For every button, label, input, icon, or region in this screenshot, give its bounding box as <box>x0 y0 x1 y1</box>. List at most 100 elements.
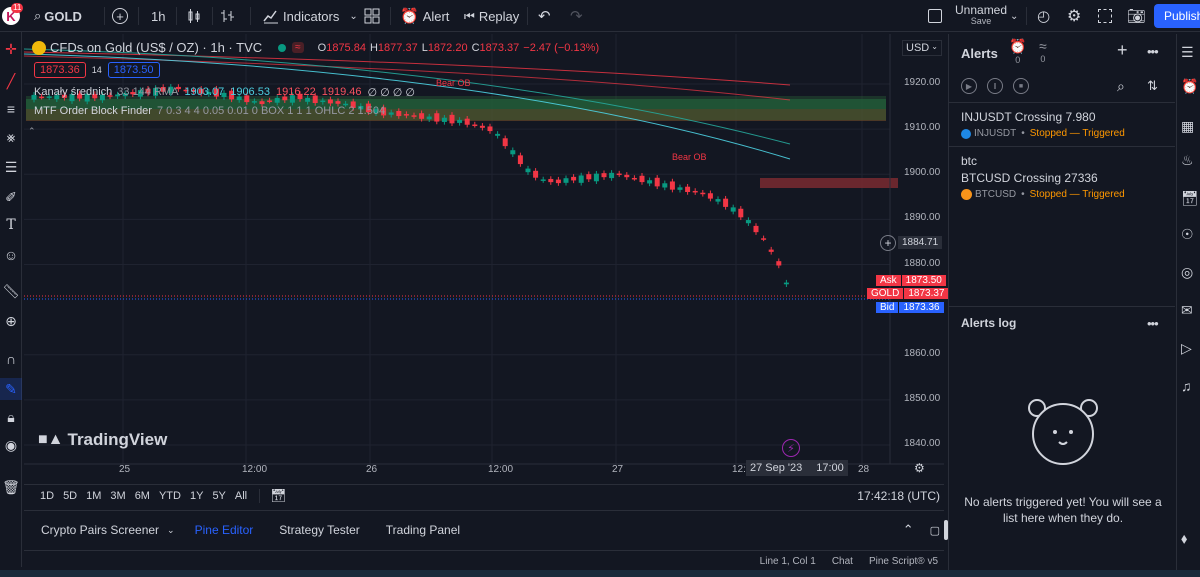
chat-button[interactable]: Chat <box>831 555 853 567</box>
pattern-tool[interactable]: ⨳ <box>0 126 22 148</box>
layout-name-button[interactable]: Unnamed Save <box>955 0 1007 32</box>
alert-item-title: INJUSDT Crossing 7.980 <box>961 110 1096 124</box>
pause-icon[interactable]: ‖ <box>987 78 1003 94</box>
maximize-panel-icon[interactable]: ▢ <box>929 524 940 537</box>
candle-body <box>457 119 463 123</box>
indicator-legend-1[interactable]: Kanały średnich 33 144 RMA 1903.07 1906.… <box>34 86 415 99</box>
add-price-level-button[interactable]: + <box>880 235 896 251</box>
replay-button[interactable]: ⏮ Replay <box>464 0 519 32</box>
price-chart[interactable] <box>24 34 944 506</box>
timeframe-1m[interactable]: 1M <box>86 489 102 502</box>
data-window-button[interactable]: ▦ <box>1181 118 1194 135</box>
text-tool[interactable]: T <box>0 214 22 236</box>
currency-selector[interactable]: USD ⌄ <box>902 40 942 56</box>
lock-tool[interactable]: 🔒︎ <box>0 406 22 428</box>
cursor-tool[interactable]: ✛ <box>0 38 22 60</box>
indicator-legend-2[interactable]: MTF Order Block Finder 7 0.3 4 4 0.05 0.… <box>34 105 385 117</box>
ideas-button[interactable]: ☉ <box>1181 226 1194 243</box>
alert-item-btc[interactable]: btc BTCUSD Crossing 27336 BTCUSD • Stopp… <box>961 154 1125 200</box>
chart-title[interactable]: CFDs on Gold (US$ / OZ) · 1h · TVC <box>50 40 263 55</box>
layers-icon: ⬧ <box>1181 530 1188 546</box>
streams-button[interactable]: ◎ <box>1181 264 1193 281</box>
settings-button[interactable]: ⚙ <box>1067 0 1081 32</box>
trendline-tool[interactable]: ╱ <box>0 70 22 92</box>
pine-button[interactable]: ▷ <box>1181 340 1192 357</box>
sell-button[interactable]: 1873.36 <box>34 62 86 78</box>
indicators-button[interactable]: Indicators ⌄ <box>263 0 358 32</box>
timeframe-3m[interactable]: 3M <box>110 489 126 502</box>
events-marker[interactable]: ⚡︎ <box>782 439 800 457</box>
bid-price: 1873.36 <box>899 302 944 313</box>
timeframe-6m[interactable]: 6M <box>134 489 150 502</box>
fib-tool[interactable]: ≡ <box>0 98 22 120</box>
alerts-triggered-counter[interactable]: ≈ 0 <box>1039 38 1047 64</box>
clock-display[interactable]: 17:42:18 (UTC) <box>857 488 940 503</box>
tab-trading-panel[interactable]: Trading Panel <box>385 523 461 537</box>
crosshair-time: 17:00 <box>816 462 844 474</box>
compare-button[interactable]: + <box>112 0 128 32</box>
tab-strategy-tester[interactable]: Strategy Tester <box>279 523 360 537</box>
publish-label: Publish <box>1154 4 1200 28</box>
chart-type-button[interactable] <box>186 0 202 32</box>
alerts-log-more-button[interactable]: ••• <box>1147 316 1159 331</box>
calendar-button[interactable]: 📅︎ <box>1181 190 1199 207</box>
forecast-tool[interactable]: ☰ <box>0 156 22 178</box>
tab-crypto-pairs-screener[interactable]: Crypto Pairs Screener <box>41 523 160 537</box>
tab-pine-editor[interactable]: Pine Editor <box>194 523 254 537</box>
alerts-sort-button[interactable]: ⇅ <box>1147 78 1158 94</box>
timeframe-5d[interactable]: 5D <box>63 489 78 502</box>
symbol-search[interactable]: ⌕ GOLD <box>34 0 82 32</box>
timeframe-5y[interactable]: 5Y <box>212 489 226 502</box>
alerts-more-button[interactable]: ••• <box>1147 44 1159 59</box>
candle-body <box>677 187 683 190</box>
interval-button[interactable]: 1h <box>151 8 166 24</box>
candle-body <box>669 181 675 190</box>
play-icon[interactable]: ▶ <box>961 78 977 94</box>
bar-type-button[interactable] <box>220 0 236 32</box>
alert-item-injusdt[interactable]: INJUSDT Crossing 7.980 INJUSDT • Stopped… <box>961 110 1125 139</box>
snapshot-button[interactable]: 📷︎ <box>1127 0 1146 32</box>
timeframe-ytd[interactable]: YTD <box>158 489 181 502</box>
timeframe-all[interactable]: All <box>234 489 248 502</box>
candle-body <box>312 95 318 104</box>
alerts-active-counter[interactable]: ⏰ 0 <box>1009 38 1026 65</box>
collapse-legend-button[interactable]: ⌃ <box>28 126 38 136</box>
stop-icon[interactable]: ■ <box>1013 78 1029 94</box>
panel-resizer[interactable] <box>944 520 948 540</box>
publish-button[interactable]: Publish <box>1154 0 1200 32</box>
remove-tool[interactable]: 🗑︎ <box>0 476 22 498</box>
layout-menu-chevron[interactable]: ⌄ <box>1010 0 1018 32</box>
undo-button[interactable]: ↶ <box>538 0 551 32</box>
redo-button[interactable]: ↷ <box>570 0 583 32</box>
ruler-tool[interactable]: 📏︎ <box>0 280 22 302</box>
hotlist-button[interactable]: ♨ <box>1181 152 1194 169</box>
language-indicator[interactable]: Pine Script® v5 <box>868 555 938 567</box>
alerts-side-button[interactable]: ⏰ <box>1181 78 1198 95</box>
timeframe-1d[interactable]: 1D <box>40 489 55 502</box>
watchlist-button[interactable]: ☰ <box>1181 44 1194 61</box>
layout-checkbox[interactable] <box>928 0 942 32</box>
alerts-search-button[interactable]: ⌕ <box>1117 78 1125 95</box>
user-avatar[interactable]: K 11 <box>2 0 24 32</box>
layouts-button[interactable] <box>364 0 380 32</box>
collapse-panel-icon[interactable]: ⌃ <box>902 522 914 537</box>
drawing-mode-tool[interactable]: ✎ <box>0 378 22 400</box>
timeframe-1y[interactable]: 1Y <box>189 489 204 502</box>
chats-button[interactable]: ✉ <box>1181 302 1193 319</box>
alert-button[interactable]: ⏰ Alert <box>400 0 449 32</box>
magnet-tool[interactable]: ∩ <box>0 348 22 370</box>
layers-button[interactable]: ⬧ <box>1181 530 1187 547</box>
notifications-button[interactable]: ♫ <box>1181 378 1192 394</box>
zoom-tool[interactable]: ⊕ <box>0 310 22 332</box>
add-alert-button[interactable]: + <box>1117 40 1128 61</box>
search-icon: ⌕ <box>1117 78 1125 94</box>
calendar-range-icon[interactable]: 📅︎ <box>270 487 287 503</box>
chart-settings-button[interactable]: ⚙ <box>914 461 925 475</box>
quick-search-button[interactable]: ◴ <box>1037 0 1050 32</box>
brush-tool[interactable]: ✐ <box>0 186 22 208</box>
buy-button[interactable]: 1873.50 <box>107 62 160 78</box>
fullscreen-button[interactable] <box>1098 0 1112 32</box>
visibility-tool[interactable]: ◉ <box>0 434 22 456</box>
chart-pane[interactable]: CFDs on Gold (US$ / OZ) · 1h · TVC ≈ O 1… <box>24 34 949 506</box>
emoji-tool[interactable]: ☺ <box>0 244 22 266</box>
